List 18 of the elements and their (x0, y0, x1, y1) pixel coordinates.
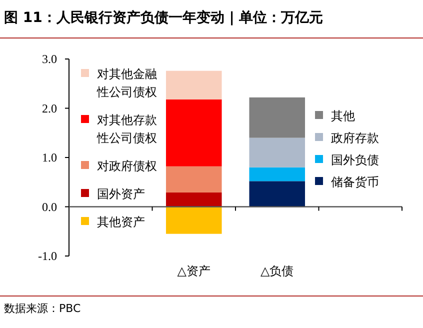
legend-label: 国外负债 (331, 153, 380, 167)
chart-title: 图 11：人民银行资产负债一年变动 | 单位：万亿元 (4, 9, 324, 26)
x-tick-label: △负债 (260, 264, 294, 278)
legend-label: 对政府债权 (97, 159, 157, 173)
y-tick-label: 0.0 (42, 200, 57, 214)
x-tick-label: △资产 (177, 264, 210, 278)
legend-label: 其他 (331, 109, 356, 123)
y-tick-label: 1.0 (42, 150, 57, 164)
legend-label: 储备货币 (331, 175, 380, 189)
y-tick-label: 3.0 (42, 52, 57, 66)
legend-label: 国外资产 (97, 187, 145, 201)
y-tick-label: -1.0 (38, 249, 57, 263)
legend-label: 对其他存款性公司债权 (96, 113, 157, 145)
y-tick-label: 2.0 (42, 101, 57, 116)
source-note: 数据来源：PBC (4, 302, 81, 315)
legend-label: 对其他金融性公司债权 (96, 67, 157, 99)
legend-label: 政府存款 (331, 131, 380, 145)
legend-label: 其他资产 (97, 215, 145, 229)
